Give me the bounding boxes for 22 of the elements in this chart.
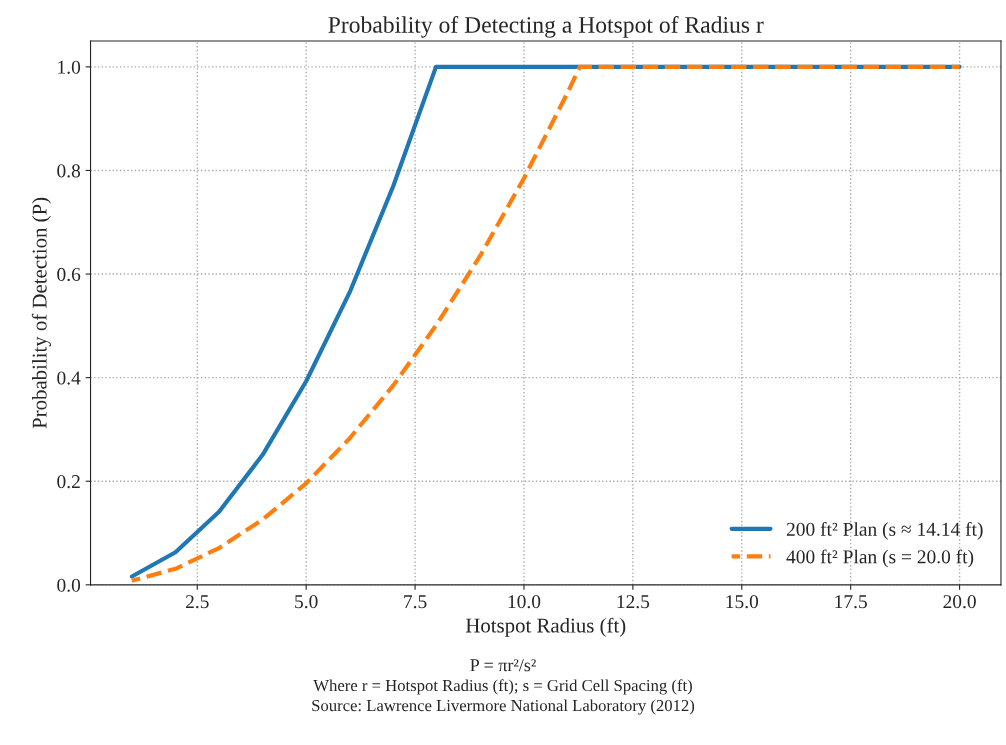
source-note: Source: Lawrence Livermore National Laboratory (2012) [312,699,695,715]
text: P = πr²/s² [470,659,536,672]
x-tick-label: 7.5 [404,595,427,609]
legend-label: 200 ft² Plan (s ≈ 14.14 ft) [786,521,983,540]
y-tick-label: 1.0 [58,60,81,74]
x-tick-label: 5.0 [295,595,318,609]
y-axis-title: Probability of Detection (P) [31,197,51,429]
y-tick-label: 0.6 [57,267,81,282]
x-tick-label: 17.5 [835,595,867,609]
x-tick-label: 10.0 [508,595,541,609]
x-tick-label: 15.0 [726,595,759,609]
x-tick-label: 12.5 [617,595,650,609]
x-axis-title: Hotspot Radius (ft) [465,617,626,637]
x-tick-label: 2.5 [185,595,209,609]
legend-label: 400 ft² Plan (s = 20.0 ft) [786,549,974,568]
x-tick-label: 20.0 [943,595,976,609]
y-tick-label: 0.4 [57,371,81,385]
y-tick-label: 0.8 [57,164,81,178]
y-tick-label: 0.2 [57,475,80,489]
chart-title: Probability of Detecting a Hotspot of Radius r [328,16,764,38]
y-tick-label: 0.0 [57,578,81,592]
text: Where r = Hotspot Radius (ft); s = Grid Cell Spacing (ft) [313,679,692,695]
